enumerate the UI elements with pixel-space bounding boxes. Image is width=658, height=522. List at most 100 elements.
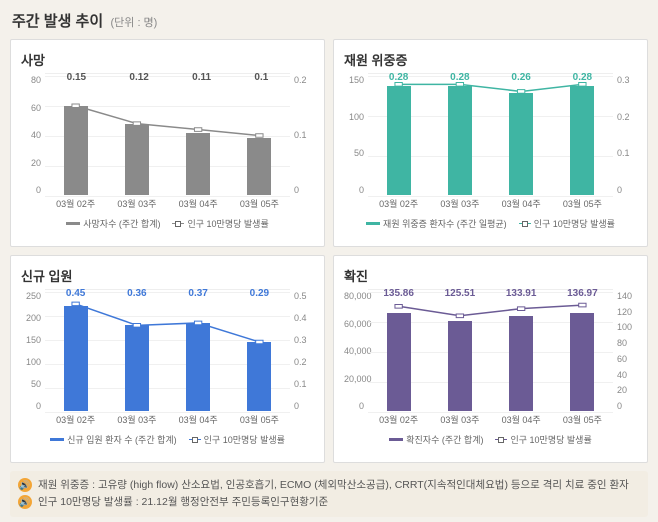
y-axis-right: 0.30.20.10 <box>613 73 637 213</box>
y-tick: 0 <box>344 185 364 195</box>
y-tick: 0.4 <box>294 313 314 323</box>
legend-swatch <box>172 223 184 224</box>
legend-swatch <box>389 438 403 441</box>
y-tick: 60,000 <box>344 319 364 329</box>
y-tick: 0 <box>21 401 41 411</box>
y-tick: 0.1 <box>617 148 637 158</box>
plot: 0.150.120.110.103월 02주03월 03주03월 04주03월 … <box>45 73 290 213</box>
y-tick: 200 <box>21 313 41 323</box>
x-tick: 03월 03주 <box>440 197 479 213</box>
note-icon: 🔊 <box>18 495 32 509</box>
legend-item: 신규 입원 환자 수 (주간 합계) <box>50 433 177 446</box>
legend-swatch <box>66 222 80 225</box>
chart-title: 사망 <box>21 50 314 69</box>
plot: 0.450.360.370.2903월 02주03월 03주03월 04주03월… <box>45 289 290 429</box>
legend-swatch <box>50 438 64 441</box>
y-tick: 0.5 <box>294 291 314 301</box>
y-axis-right: 0.50.40.30.20.10 <box>290 289 314 429</box>
chart-title: 확진 <box>344 266 637 285</box>
y-tick: 80 <box>21 75 41 85</box>
y-tick: 40 <box>617 370 637 380</box>
legend-swatch <box>495 439 507 440</box>
legend-label: 인구 10만명당 발생률 <box>187 217 268 230</box>
chart-grid: 사망8060402000.150.120.110.103월 02주03월 03주… <box>0 39 658 463</box>
y-tick: 20 <box>21 158 41 168</box>
y-tick: 100 <box>617 322 637 332</box>
y-tick: 0.2 <box>617 112 637 122</box>
plot: 0.280.280.260.2803월 02주03월 03주03월 04주03월… <box>368 73 613 213</box>
y-tick: 40 <box>21 130 41 140</box>
x-tick: 03월 02주 <box>379 413 418 429</box>
footnote-text: 인구 10만명당 발생률 : 21.12월 행정안전부 주민등록인구현황기준 <box>38 494 328 511</box>
y-tick: 150 <box>21 335 41 345</box>
x-tick: 03월 04주 <box>502 413 541 429</box>
legend-item: 인구 10만명당 발생률 <box>172 217 268 230</box>
page-title: 주간 발생 추이 <box>12 13 103 30</box>
legend-label: 신규 입원 환자 수 (주간 합계) <box>67 433 177 446</box>
legend-label: 인구 10만명당 발생률 <box>510 433 591 446</box>
legend: 확진자수 (주간 합계) 인구 10만명당 발생률 <box>344 433 637 446</box>
y-tick: 140 <box>617 291 637 301</box>
y-tick: 80 <box>617 338 637 348</box>
footnote-row: 🔊재원 위중증 : 고유량 (high flow) 산소요법, 인공호흡기, E… <box>18 477 640 494</box>
x-tick: 03월 04주 <box>179 197 218 213</box>
x-axis: 03월 02주03월 03주03월 04주03월 05주 <box>45 413 290 429</box>
y-tick: 0.2 <box>294 357 314 367</box>
legend-swatch <box>519 223 531 224</box>
legend-item: 인구 10만명당 발생률 <box>495 433 591 446</box>
x-tick: 03월 03주 <box>117 197 156 213</box>
x-tick: 03월 03주 <box>440 413 479 429</box>
legend: 신규 입원 환자 수 (주간 합계) 인구 10만명당 발생률 <box>21 433 314 446</box>
y-tick: 0.1 <box>294 130 314 140</box>
chart-area: 8060402000.150.120.110.103월 02주03월 03주03… <box>21 73 314 213</box>
x-tick: 03월 04주 <box>502 197 541 213</box>
y-axis-left: 150 100 50 0 <box>344 73 368 213</box>
x-tick: 03월 03주 <box>117 413 156 429</box>
legend-label: 인구 10만명당 발생률 <box>204 433 285 446</box>
y-tick: 60 <box>617 354 637 364</box>
footnote-text: 재원 위중증 : 고유량 (high flow) 산소요법, 인공호흡기, EC… <box>38 477 629 494</box>
y-tick: 0 <box>617 185 637 195</box>
legend-label: 확진자수 (주간 합계) <box>406 433 483 446</box>
y-tick: 0 <box>294 185 314 195</box>
legend-item: 확진자수 (주간 합계) <box>389 433 483 446</box>
y-axis-left: 806040200 <box>21 73 45 213</box>
y-tick: 0.1 <box>294 379 314 389</box>
legend-label: 인구 10만명당 발생률 <box>534 217 615 230</box>
y-axis-right: 140120100806040200 <box>613 289 637 429</box>
chart-panel: 재원 위중증1501005000.280.280.260.2803월 02주03… <box>333 39 648 247</box>
y-axis-left: 80,00060,00040,00020,0000 <box>344 289 368 429</box>
page-unit: (단위 : 명) <box>110 17 157 29</box>
y-tick: 150 <box>344 75 364 85</box>
x-tick: 03월 02주 <box>379 197 418 213</box>
legend-label: 사망자수 (주간 합계) <box>83 217 160 230</box>
line-overlay <box>45 292 290 411</box>
legend-item: 인구 10만명당 발생률 <box>519 217 615 230</box>
y-tick: 0 <box>344 401 364 411</box>
chart-title: 재원 위중증 <box>344 50 637 69</box>
line-overlay <box>368 292 613 411</box>
legend-swatch <box>366 222 380 225</box>
legend: 사망자수 (주간 합계) 인구 10만명당 발생률 <box>21 217 314 230</box>
x-tick: 03월 02주 <box>56 197 95 213</box>
legend-swatch <box>189 439 201 440</box>
chart-area: 80,00060,00040,00020,0000135.86125.51133… <box>344 289 637 429</box>
legend-item: 인구 10만명당 발생률 <box>189 433 285 446</box>
x-tick: 03월 05주 <box>563 197 602 213</box>
x-axis: 03월 02주 03월 03주 03월 04주 03월 05주 <box>368 413 613 429</box>
y-tick: 100 <box>21 357 41 367</box>
y-tick: 100 <box>344 112 364 122</box>
x-tick: 03월 05주 <box>240 197 279 213</box>
x-tick: 03월 04주 <box>179 413 218 429</box>
chart-area: 1501005000.280.280.260.2803월 02주03월 03주0… <box>344 73 637 213</box>
y-tick: 0 <box>294 401 314 411</box>
y-tick: 50 <box>344 148 364 158</box>
legend-item: 사망자수 (주간 합계) <box>66 217 160 230</box>
x-tick: 03월 05주 <box>563 413 602 429</box>
footnotes: 🔊 재원 위중증 : 고유량 (high flow) 산소요법, 인공호흡기, E… <box>10 471 648 517</box>
legend-label: 재원 위중증 환자수 (주간 일평균) <box>383 217 507 230</box>
y-tick: 0 <box>617 401 637 411</box>
line-overlay <box>45 76 290 195</box>
y-tick: 0.2 <box>294 75 314 85</box>
y-tick: 20 <box>617 385 637 395</box>
